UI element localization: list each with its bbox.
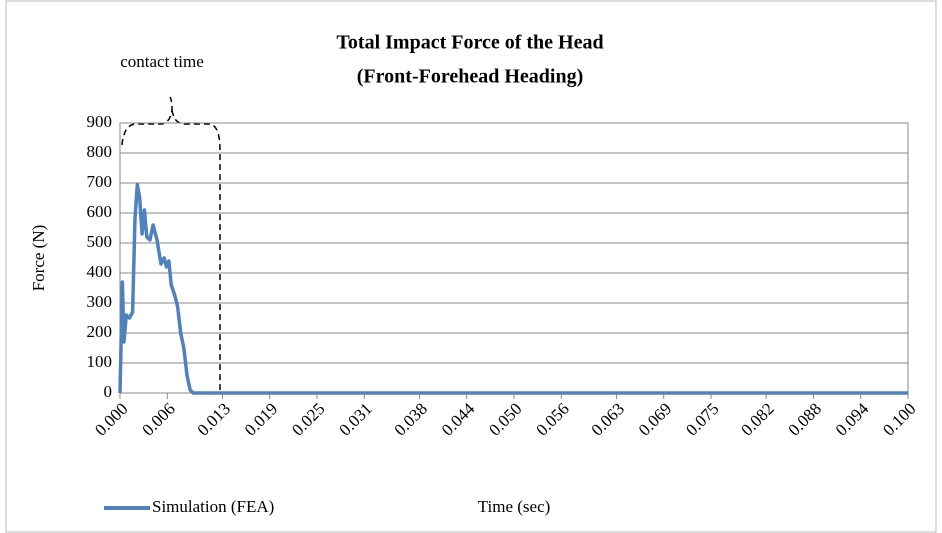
x-tick-label: 0.019 <box>241 399 281 439</box>
y-tick-label: 800 <box>87 142 113 161</box>
contact-bracket <box>121 96 221 393</box>
x-tick-label: 0.050 <box>485 399 525 439</box>
y-tick-label: 200 <box>87 322 113 341</box>
x-tick-label: 0.056 <box>532 399 572 439</box>
x-tick-label: 0.082 <box>737 399 777 439</box>
x-tick-label: 0.038 <box>391 399 431 439</box>
data-line <box>118 182 908 395</box>
chart-subtitle: (Front-Forehead Heading) <box>357 66 583 88</box>
y-tick-label: 0 <box>104 382 113 401</box>
y-tick-label: 700 <box>87 172 113 191</box>
chart-border <box>5 0 937 533</box>
y-tick-label: 900 <box>87 112 113 131</box>
x-tick-label: 0.031 <box>335 399 375 439</box>
x-tick-label: 0.000 <box>91 399 131 439</box>
x-tick-label: 0.094 <box>832 399 873 440</box>
y-tick-label: 500 <box>87 232 113 251</box>
x-tick-label: 0.069 <box>635 399 675 439</box>
y-tick-label: 600 <box>87 202 113 221</box>
y-tick-label: 400 <box>87 262 113 281</box>
x-tick-label: 0.025 <box>288 399 328 439</box>
annotation: contact time <box>120 52 204 71</box>
chart-title: Total Impact Force of the Head <box>336 32 603 54</box>
x-tick-label: 0.044 <box>438 399 479 440</box>
y-tick-label: 300 <box>87 292 113 311</box>
x-tick-label: 0.013 <box>194 399 234 439</box>
y-axis-label: Force (N) <box>29 225 48 292</box>
x-tick-label: 0.063 <box>588 399 628 439</box>
x-tick-label: 0.075 <box>682 399 722 439</box>
legend-label: Simulation (FEA) <box>152 497 274 516</box>
x-tick-label: 0.100 <box>879 399 919 439</box>
x-tick-label: 0.006 <box>138 399 178 439</box>
plot-area <box>119 122 909 394</box>
y-tick-label: 100 <box>87 352 113 371</box>
x-axis-label: Time (sec) <box>478 497 551 516</box>
x-tick-label: 0.088 <box>785 399 825 439</box>
